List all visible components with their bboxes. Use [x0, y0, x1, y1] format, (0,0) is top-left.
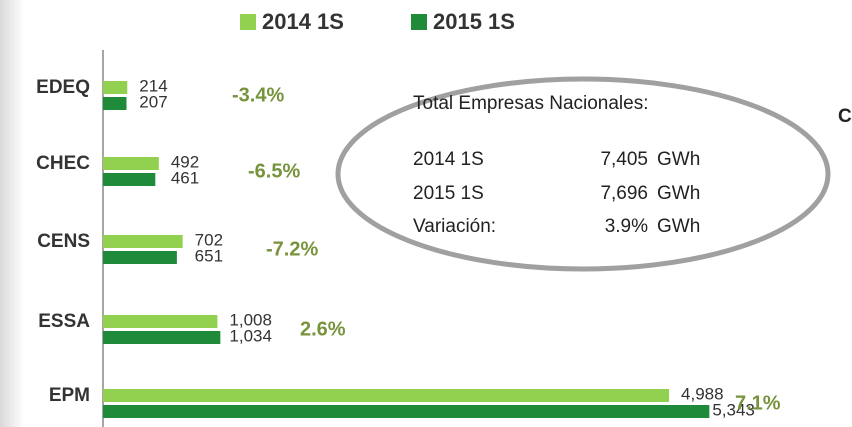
value-label: 461: [171, 168, 199, 187]
category-label: ESSA: [38, 311, 90, 332]
bar: [103, 235, 183, 248]
summary-value: 7,405: [600, 149, 648, 170]
bar: [103, 405, 710, 418]
value-label: 4,988: [681, 384, 724, 403]
summary-value: 3.9%: [605, 216, 648, 237]
category-label: EDEQ: [36, 77, 90, 98]
value-label: 5,343: [712, 400, 755, 419]
bar: [103, 81, 128, 94]
cut-text: C: [838, 106, 852, 127]
change-label: -7.2%: [266, 238, 318, 260]
value-label: 214: [139, 76, 167, 95]
bar: [103, 173, 156, 186]
legend-label: 2015 1S: [433, 9, 515, 34]
value-label: 651: [195, 246, 223, 265]
category-label: CENS: [37, 231, 90, 252]
summary-value: 7,696: [600, 183, 648, 204]
legend-swatch: [240, 14, 256, 30]
value-label: 492: [171, 152, 199, 171]
bar: [103, 251, 177, 264]
value-label: 702: [195, 230, 223, 249]
summary-label: 2015 1S: [413, 183, 484, 204]
value-label: 1,034: [229, 326, 272, 345]
summary-ellipse: [335, 76, 831, 272]
bar: [103, 97, 127, 110]
bar: [103, 331, 221, 344]
value-label: 207: [139, 92, 167, 111]
change-label: -6.5%: [248, 160, 300, 182]
legend-label: 2014 1S: [262, 9, 344, 34]
bar: [103, 157, 159, 170]
change-label: 2.6%: [300, 318, 346, 340]
summary-title: Total Empresas Nacionales:: [413, 93, 649, 114]
summary-label: Variación:: [413, 216, 496, 237]
bar: [103, 315, 218, 328]
summary-unit: GWh: [657, 149, 700, 170]
category-label: CHEC: [36, 153, 90, 174]
legend-swatch: [411, 14, 427, 30]
summary-unit: GWh: [657, 183, 700, 204]
summary-unit: GWh: [657, 216, 700, 237]
change-label: 7.1%: [735, 392, 781, 414]
value-label: 1,008: [229, 310, 272, 329]
category-label: EPM: [49, 385, 90, 406]
bar: [103, 389, 670, 402]
change-label: -3.4%: [232, 84, 284, 106]
edge-shade: [0, 0, 24, 427]
summary-label: 2014 1S: [413, 149, 484, 170]
